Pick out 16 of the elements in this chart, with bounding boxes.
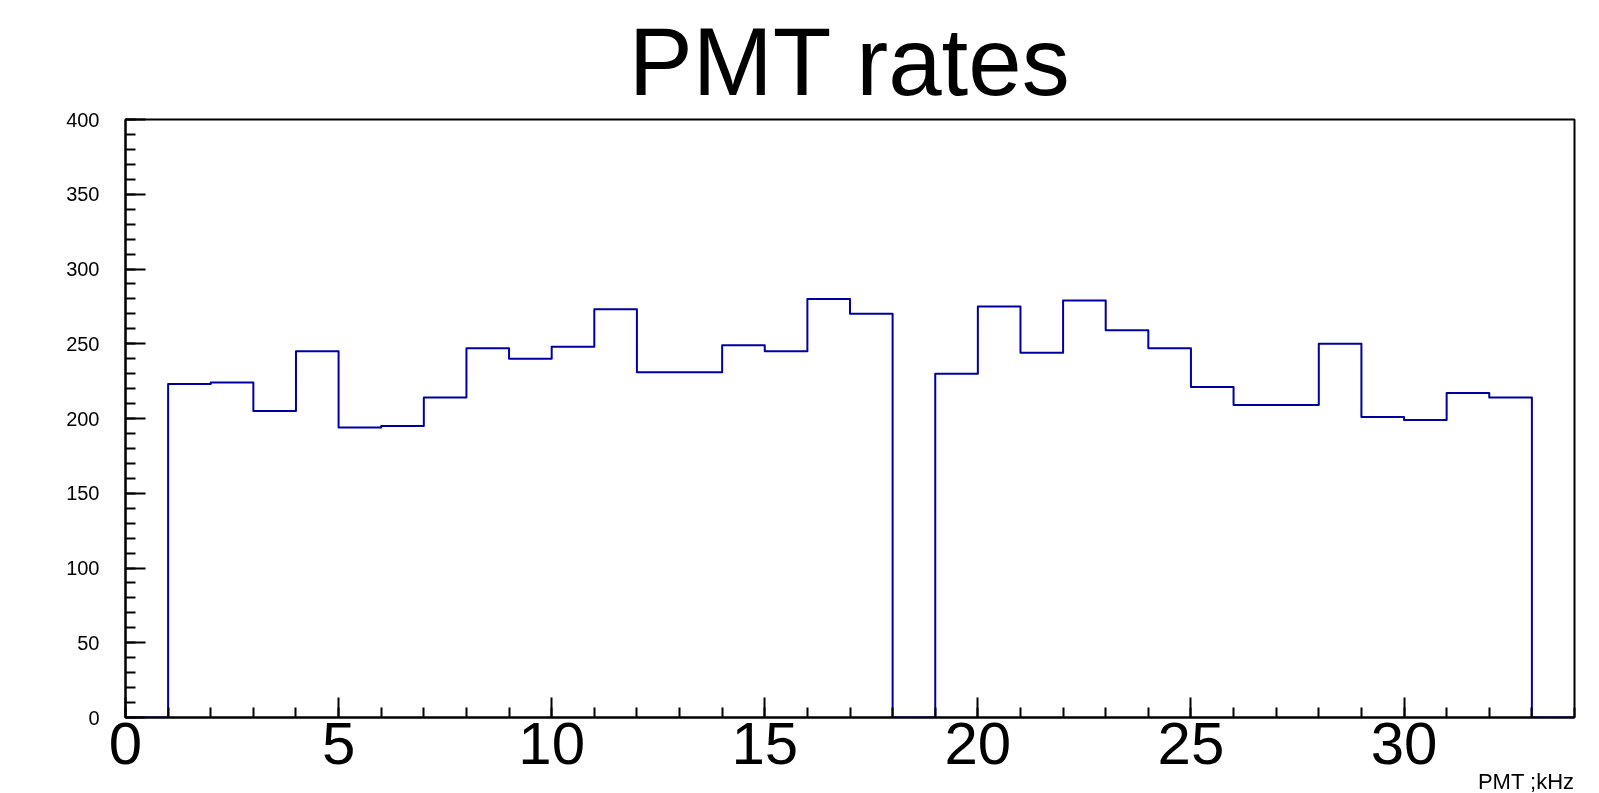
y-tick-label: 200 <box>66 407 100 430</box>
y-tick-label: 50 <box>77 631 100 654</box>
x-axis-title: PMT ;kHz <box>1477 768 1575 793</box>
x-tick-label: 25 <box>1157 709 1225 777</box>
x-tick-label: 10 <box>518 709 586 777</box>
x-tick-label: 20 <box>944 709 1012 777</box>
y-tick-label: 400 <box>66 108 100 131</box>
x-tick-label: 5 <box>321 709 356 777</box>
y-tick-label: 100 <box>66 557 100 579</box>
y-tick-label: 350 <box>66 183 100 206</box>
x-tick-label: 15 <box>731 709 799 777</box>
y-tick-label: 150 <box>66 482 100 505</box>
x-tick-label: 30 <box>1370 709 1438 777</box>
y-tick-label: 300 <box>66 258 100 280</box>
chart-title: PMT rates <box>628 7 1070 115</box>
y-tick-label: 250 <box>66 332 100 355</box>
